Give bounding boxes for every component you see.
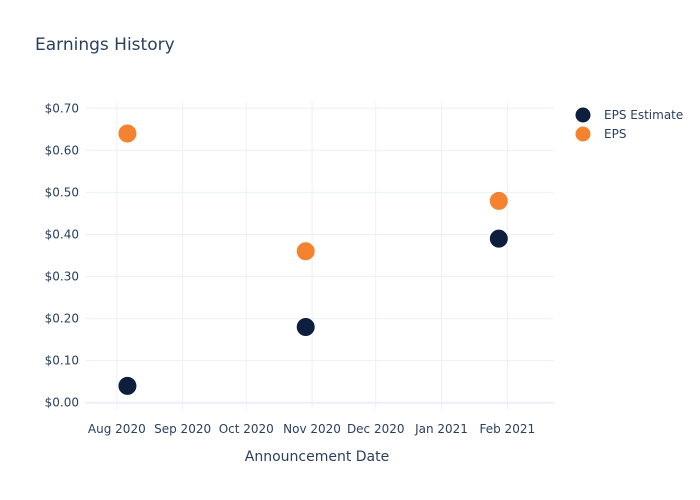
y-tick-label: $0.10 [45,354,79,368]
chart-title: Earnings History [35,35,175,55]
grid-layer [85,102,554,409]
eps-estimate-point[interactable] [488,228,509,249]
legend-label: EPS [604,127,626,141]
y-tick-label: $0.50 [45,185,79,199]
legend-item-eps-estimate[interactable]: EPS Estimate [575,107,684,123]
legend-marker [575,107,591,123]
y-tick-label: $0.30 [45,270,79,284]
y-tick-label: $0.40 [45,227,79,241]
legend[interactable]: EPS Estimate EPS [575,107,684,142]
x-axis-title: Announcement Date [245,449,389,465]
y-tick-label: $0.20 [45,312,79,326]
eps-estimate-point[interactable] [295,316,316,337]
y-tick-label: $0.60 [45,143,79,157]
x-tick-label: Dec 2020 [347,422,405,436]
x-axis-tick-labels: Aug 2020 Sep 2020 Oct 2020 Nov 2020 Dec 2020… [88,422,535,436]
eps-point[interactable] [117,123,138,144]
x-tick-label: Aug 2020 [88,422,146,436]
y-tick-label: $0.00 [45,396,79,410]
eps-point[interactable] [488,190,509,211]
legend-label: EPS Estimate [604,108,683,122]
eps-point[interactable] [295,241,316,262]
y-tick-label: $0.70 [45,101,79,115]
y-axis-tick-labels: $0.00 $0.10 $0.20 $0.30 $0.40 $0.50 $0.60 $0.70 [45,101,79,409]
eps-estimate-point[interactable] [117,375,138,396]
x-tick-label: Jan 2021 [414,422,468,436]
x-tick-label: Oct 2020 [219,422,274,436]
x-tick-label: Feb 2021 [480,422,536,436]
data-points [117,123,509,396]
x-tick-label: Nov 2020 [283,422,341,436]
x-tick-label: Sep 2020 [154,422,211,436]
legend-item-eps[interactable]: EPS [575,126,627,142]
legend-marker [575,126,591,142]
